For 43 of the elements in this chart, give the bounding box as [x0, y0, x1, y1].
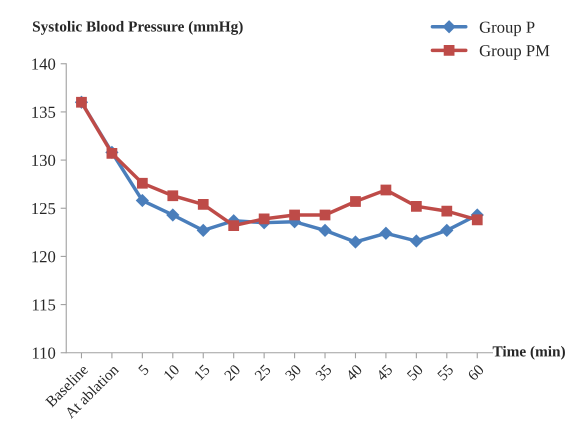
- point: [380, 184, 392, 196]
- x-tick-label: 40: [345, 364, 363, 382]
- y-tick-label: 130: [32, 154, 56, 166]
- x-tick-label: 20: [224, 364, 241, 382]
- x-tick-label: 60: [467, 364, 484, 382]
- legend-label: Group P: [480, 22, 534, 36]
- point: [410, 234, 423, 248]
- point: [440, 224, 454, 237]
- y-tick-label: 135: [32, 106, 56, 118]
- point: [350, 196, 361, 207]
- point: [318, 224, 332, 237]
- y-tick-label: 125: [32, 202, 56, 214]
- x-tick-label: 30: [284, 364, 302, 382]
- y-axis-title: Systolic Blood Pressure (mmHg): [32, 20, 243, 35]
- point: [228, 220, 240, 231]
- x-axis-title: Time (min): [492, 346, 565, 360]
- x-tick-label: 50: [406, 364, 424, 381]
- x-tick-label: 25: [254, 364, 272, 382]
- point: [380, 226, 392, 240]
- point: [136, 194, 149, 207]
- point: [136, 178, 148, 189]
- x-tick-label: 15: [194, 364, 210, 381]
- point: [258, 213, 270, 224]
- point: [198, 199, 209, 210]
- x-tick-label: 45: [376, 364, 394, 382]
- x-tick-label: 55: [437, 364, 454, 381]
- y-tick-label: 115: [32, 299, 56, 311]
- y-tick-label: 120: [32, 251, 56, 262]
- point: [289, 210, 300, 220]
- y-tick-label: 110: [32, 347, 56, 359]
- x-tick-label: 5: [138, 364, 150, 376]
- point: [196, 224, 210, 237]
- y-tick-label: 140: [32, 58, 56, 70]
- point: [441, 206, 452, 217]
- x-tick-label: 35: [315, 364, 332, 382]
- point: [166, 208, 180, 222]
- legend-label: Group PM: [480, 45, 550, 60]
- point: [472, 214, 483, 226]
- point: [167, 190, 178, 202]
- point: [349, 236, 362, 248]
- x-tick-label: 10: [163, 364, 180, 381]
- point: [410, 200, 422, 212]
- point: [320, 210, 330, 220]
